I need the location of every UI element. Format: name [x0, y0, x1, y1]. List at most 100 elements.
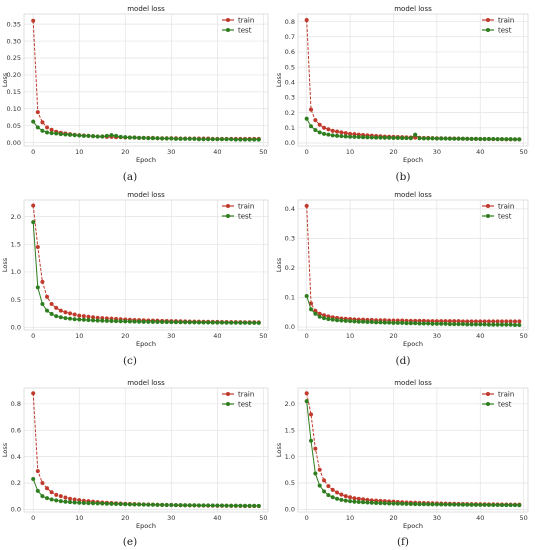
chart-panel-2: 0 10 20 30 40 50 0.0 0.1 0.2 0.3 0.4 0.5 0.6 0.7 0.8 mo… [275, 5, 529, 183]
data-point-test [434, 321, 439, 326]
data-point-test [155, 502, 160, 507]
x-tick-label: 50 [520, 332, 528, 340]
legend-entry-test: test [238, 400, 252, 408]
data-point-test [430, 502, 435, 507]
data-point-test [413, 132, 418, 137]
data-point-test [109, 133, 114, 138]
data-point-train [343, 494, 348, 499]
y-tick-label: 0.2 [11, 479, 21, 487]
data-point-test [196, 320, 201, 325]
data-point-test [426, 321, 431, 326]
legend-marker-train [226, 392, 230, 396]
data-point-train [308, 412, 314, 417]
legend-entry-train: train [238, 390, 254, 398]
data-point-test [49, 311, 54, 317]
data-point-test [252, 137, 257, 142]
data-point-test [374, 320, 379, 325]
data-point-test [313, 311, 318, 316]
data-point-test [308, 124, 314, 129]
data-point-train [31, 203, 36, 208]
x-axis-label: Epoch [136, 340, 156, 348]
data-point-train [40, 279, 45, 284]
data-point-test [72, 317, 77, 322]
data-point-test [40, 494, 45, 499]
data-point-train [512, 319, 518, 324]
x-axis-label: Epoch [403, 340, 423, 348]
chart-panel-3: 0 10 20 30 40 50 0.0 0.5 1.0 1.5 2.0 model loss Epoc… [1, 191, 269, 367]
data-point-test [321, 316, 327, 321]
legend-entry-train: train [238, 202, 254, 210]
data-point-test [77, 317, 82, 322]
data-point-test [460, 136, 465, 141]
y-tick-label: 1.0 [11, 268, 21, 276]
x-tick-label: 20 [121, 148, 129, 156]
data-point-test [63, 132, 68, 137]
data-point-test [196, 503, 201, 508]
data-point-test [123, 319, 128, 324]
data-point-test [238, 320, 243, 325]
data-point-test [210, 503, 215, 508]
x-axis-label: Epoch [403, 522, 423, 530]
data-point-test [408, 136, 413, 141]
data-point-test [40, 128, 45, 133]
data-point-test [430, 136, 435, 141]
data-point-test [242, 503, 248, 508]
data-point-test [304, 116, 309, 121]
data-point-train [58, 494, 63, 499]
data-point-test [413, 321, 418, 326]
data-point-train [40, 120, 45, 125]
data-point-test [141, 319, 146, 324]
data-point-test [91, 501, 96, 506]
x-tick-label: 20 [389, 332, 397, 340]
data-point-test [219, 137, 225, 142]
y-tick-label: 0.00 [7, 139, 21, 147]
legend-entry-test: test [498, 26, 512, 34]
data-point-test [86, 501, 91, 506]
y-tick-label: 0.15 [7, 88, 21, 96]
data-point-test [187, 320, 192, 325]
y-tick-label: 0.2 [285, 264, 295, 272]
panel-label: (d) [396, 355, 411, 367]
y-tick-label: 0.7 [285, 33, 295, 41]
data-point-test [343, 134, 348, 139]
data-point-test [206, 137, 211, 142]
data-point-test [256, 137, 261, 142]
data-point-test [352, 319, 357, 324]
data-point-test [482, 136, 487, 142]
y-tick-label: 0.4 [285, 205, 295, 213]
data-point-test [86, 133, 91, 138]
data-point-test [361, 319, 366, 324]
data-point-test [482, 322, 487, 327]
data-point-test [387, 135, 392, 140]
y-tick-label: 2.0 [11, 213, 21, 221]
data-point-test [378, 320, 383, 325]
chart-title: model loss [394, 5, 432, 13]
chart-title: model loss [394, 379, 432, 387]
data-point-test [499, 322, 505, 327]
chart-title: model loss [127, 379, 165, 387]
data-point-test [512, 503, 518, 508]
legend-entry-train: train [238, 16, 254, 24]
plot-area [23, 387, 269, 513]
panel-label: (a) [123, 171, 137, 183]
data-point-test [109, 318, 114, 324]
data-point-train [35, 244, 40, 250]
data-point-test [201, 137, 206, 142]
data-point-test [164, 502, 169, 508]
data-point-test [313, 471, 318, 476]
x-tick-label: 50 [520, 148, 528, 156]
data-point-test [482, 502, 487, 507]
data-point-test [77, 500, 82, 505]
data-point-test [478, 136, 483, 142]
data-point-test [421, 321, 426, 326]
y-tick-label: 0.0 [285, 139, 295, 147]
plot-area [297, 387, 529, 513]
legend-entry-test: test [498, 212, 512, 220]
data-point-train [35, 469, 40, 474]
data-point-test [215, 137, 220, 142]
data-point-test [434, 502, 439, 507]
data-point-test [242, 137, 248, 142]
data-point-test [473, 502, 478, 507]
data-point-test [421, 136, 426, 141]
y-tick-label: 0.0 [11, 506, 21, 514]
